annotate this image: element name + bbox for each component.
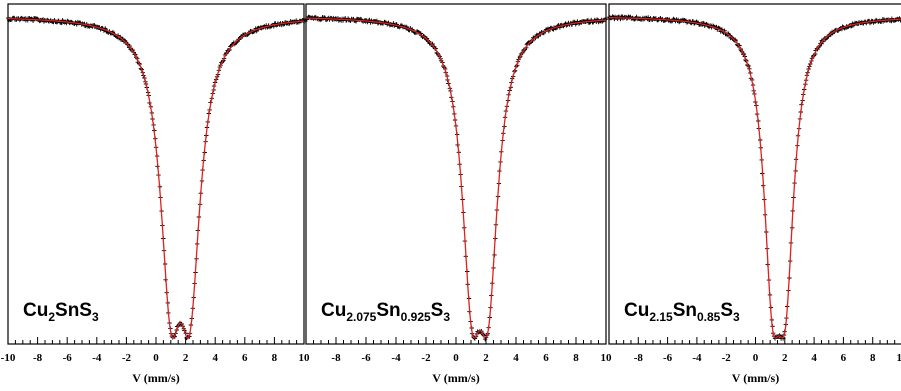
x-tick-label: 6	[841, 352, 847, 364]
sample-label-text: Cu	[23, 300, 48, 321]
x-axis-ticks	[608, 337, 896, 344]
sample-label: Cu2.15Sn0.85S3	[624, 300, 740, 324]
x-axis-label: V (mm/s)	[432, 371, 479, 385]
sample-label-text: S	[720, 300, 733, 321]
x-tick-label: 4	[811, 352, 817, 364]
x-tick-label: -2	[722, 352, 732, 364]
x-tick-label: 2	[782, 352, 788, 364]
x-tick-label: 2	[183, 352, 189, 364]
x-tick-label: 8	[272, 352, 278, 364]
panel-0: -10 -8 -6 -4 -2 0 2 4 6 8 10V (mm/s)Cu2SnS3	[1, 3, 311, 385]
x-tick-label: -6	[63, 352, 73, 364]
x-tick-label: -8	[33, 352, 43, 364]
x-axis-label: V (mm/s)	[732, 371, 779, 385]
sample-label-subscript: 2	[48, 310, 55, 324]
sample-label-subscript: 2.075	[346, 310, 376, 324]
x-tick-label: -2	[122, 352, 132, 364]
x-tick-label: 8	[870, 352, 876, 364]
fit-curve	[7, 17, 305, 339]
plot-frame	[608, 3, 901, 345]
x-tick-label: 10	[897, 352, 901, 364]
x-tick-label: 10	[601, 352, 613, 364]
panel-1: -8 -6 -4 -2 0 2 4 6 8 10 V (mm/s) Cu2.075Sn0.925S3	[303, 3, 613, 385]
sample-label-subscript: 0.925	[401, 310, 431, 324]
sample-label: Cu2SnS3	[23, 300, 99, 324]
x-tick-label: 8	[573, 352, 579, 364]
sample-label-text: Sn	[376, 300, 400, 321]
fit-curve	[305, 17, 607, 339]
panel-2: -8 -6 -4 -2 0 2 4 6 8 10 V (mm/s) Cu2.15Sn0.85S3	[606, 3, 901, 385]
sample-label-text: S	[431, 300, 444, 321]
fit-curve	[609, 17, 901, 339]
sample-label-subscript: 3	[92, 310, 99, 324]
x-tick-label: 4	[513, 352, 519, 364]
x-tick-label: -4	[92, 352, 102, 364]
plot-frame	[305, 3, 607, 345]
x-tick-label: 10	[299, 352, 311, 364]
sample-label-subscript: 2.15	[649, 310, 673, 324]
sample-label-text: Sn	[673, 300, 697, 321]
x-tick-label: 0	[753, 352, 759, 364]
x-tick-label: -8	[634, 352, 644, 364]
x-tick-label: -8	[331, 352, 341, 364]
x-tick-label: -2	[421, 352, 431, 364]
x-tick-label: -4	[391, 352, 401, 364]
sample-label-subscript: 3	[733, 310, 740, 324]
x-tick-label: -4	[692, 352, 702, 364]
sample-label-subscript: 3	[443, 310, 450, 324]
x-tick-label: 2	[483, 352, 489, 364]
x-tick-label: 6	[543, 352, 549, 364]
x-tick-label: 6	[242, 352, 248, 364]
x-tick-label: -6	[361, 352, 371, 364]
sample-label: Cu2.075Sn0.925S3	[321, 300, 450, 324]
sample-label-text: Cu	[624, 300, 649, 321]
x-tick-label: -6	[663, 352, 673, 364]
x-axis-ticks	[7, 337, 305, 344]
x-tick-label: 0	[153, 352, 159, 364]
x-axis-label: V (mm/s)	[132, 371, 179, 385]
x-tick-label: 4	[212, 352, 218, 364]
x-tick-label: 0	[453, 352, 459, 364]
sample-label-text: Cu	[321, 300, 346, 321]
sample-label-subscript: 0.85	[697, 310, 721, 324]
data-point	[603, 16, 609, 22]
x-axis-ticks	[305, 337, 607, 344]
sample-label-text: SnS	[55, 300, 92, 321]
x-tick-label: -10	[1, 352, 16, 364]
plot-frame	[7, 3, 305, 345]
